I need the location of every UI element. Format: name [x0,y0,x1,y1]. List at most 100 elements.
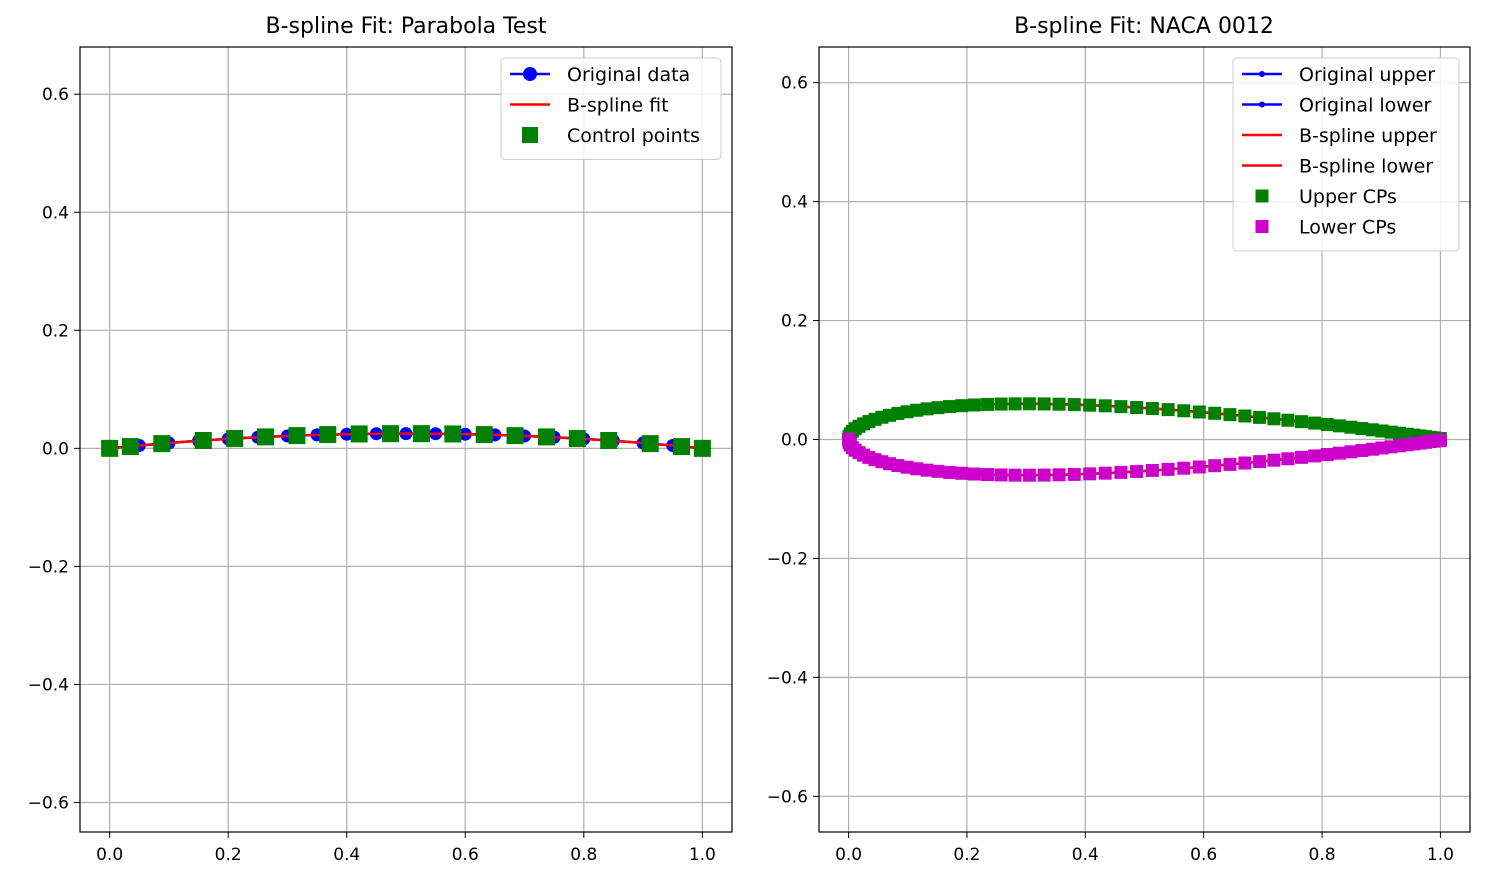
naca-series-lower-cps-point [1320,448,1334,462]
naca-series-upper-cps-point [1223,408,1237,422]
parabola-ytick-label: −0.4 [28,675,69,695]
naca-xtick-label: 0.6 [1190,845,1217,865]
naca-series-upper-cps-point [1267,412,1281,426]
naca-series-upper-cps-point [1332,419,1346,433]
parabola-series-control-points-point [568,430,586,448]
parabola-xtick-label: 0.2 [215,845,242,865]
naca-series-lower-cps-point [1208,459,1222,473]
naca-series-upper-cps-point [1145,402,1159,416]
naca-series-upper-cps-point [920,402,934,416]
naca-series-upper-cps-point [1052,397,1066,411]
parabola-ytick-label: 0.4 [42,203,69,223]
naca-series-upper-cps-point [1083,398,1097,412]
naca-series-upper-cps-point [981,397,995,411]
naca-series-upper-cps-point [1192,405,1206,419]
naca-series-lower-cps-point [1223,457,1237,471]
naca-ytick-label: −0.4 [767,668,808,688]
parabola-series-control-points-point [641,435,659,453]
naca-xtick-label: 1.0 [1427,845,1454,865]
parabola-legend-swatch-marker [523,67,537,81]
naca-xtick-label: 0.2 [953,845,980,865]
naca-series-lower-cps-point [1294,450,1308,464]
naca-series-lower-cps-point [943,465,957,479]
naca-legend-label: Upper CPs [1299,186,1397,208]
naca-series-upper-cps-point [1161,403,1175,417]
naca-series-lower-cps-point [1145,463,1159,477]
naca-chart-title: B-spline Fit: NACA 0012 [1014,14,1274,39]
naca-series-lower-cps-point [1355,443,1369,457]
naca-series-upper-cps-point [910,403,924,417]
parabola-series-control-points-point [153,435,171,453]
naca-series-lower-cps-point [1008,468,1022,482]
naca-series-lower-cps-point [1253,455,1267,469]
parabola-panel: B-spline Fit: Parabola Test 0.0 0.2 0.4 0.6… [28,14,733,865]
parabola-series-control-points-point [350,425,368,443]
naca-legend-label: B-spline lower [1299,156,1433,178]
naca-series-lower-cps-point [955,466,969,480]
naca-series-lower-cps-point [1098,466,1112,480]
parabola-series-control-points-point [444,425,462,443]
naca-series-upper-cps-point [967,398,981,412]
naca-series-lower-cps-point [967,467,981,481]
naca-xtick-label: 0.8 [1309,845,1336,865]
parabola-xtick-label: 0.4 [333,845,360,865]
naca-series-upper-cps-point [1022,397,1036,411]
naca-legend-swatch-marker [1255,189,1269,203]
naca-series-upper-cps-point [1320,417,1334,431]
parabola-series-control-points-point [382,425,400,443]
naca-xtick-label: 0.0 [835,845,862,865]
parabola-series-control-points-point [693,439,711,457]
naca-series-lower-cps-point [1332,446,1346,460]
naca-series-lower-cps-point [1344,445,1358,459]
naca-series-upper-cps-point [1037,397,1051,411]
naca-series-lower-cps-point [1161,462,1175,476]
naca-legend-label: B-spline upper [1299,125,1437,147]
parabola-xtick-label: 0.6 [452,845,479,865]
parabola-legend-label: Original data [567,64,690,86]
naca-series-upper-cps-point [1177,404,1191,418]
naca-series-lower-cps-point [1083,467,1097,481]
parabola-xtick-label: 0.8 [570,845,597,865]
naca-legend-label: Original lower [1299,95,1432,117]
parabola-series-control-points-point [226,430,244,448]
naca-series-upper-cps-point [955,399,969,413]
parabola-series-control-points-point [506,427,524,445]
parabola-series-control-points-point [194,432,212,450]
parabola-legend-label: Control points [567,125,700,147]
naca-series-upper-cps-point [1355,422,1369,436]
naca-legend-swatch-marker [1255,220,1269,233]
naca-series-upper-cps-point [1294,415,1308,429]
parabola-axes-frame [79,46,733,833]
naca-series-lower-cps-point [1114,465,1128,479]
naca-series-lower-cps-point [1238,456,1252,470]
parabola-ytick-label: 0.6 [42,85,69,105]
parabola-series-control-points-point [288,427,306,445]
naca-legend: Original upper Original lower B-spline upp… [1232,57,1460,252]
naca-series-lower-cps-point [931,464,945,478]
naca-series-lower-cps-point [1308,449,1322,463]
parabola-ytick-label: 0.0 [42,439,69,459]
naca-series-upper-cps-point [1238,409,1252,423]
parabola-series-control-points-point [475,426,493,444]
naca-series-lower-cps-point [1267,453,1281,467]
naca-series-upper-cps-point [1008,397,1022,411]
naca-series-upper-cps-point [1344,420,1358,434]
naca-series-lower-cps-point [1037,468,1051,482]
parabola-chart-title: B-spline Fit: Parabola Test [266,14,547,39]
parabola-xtick-label: 0.0 [96,845,123,865]
parabola-series-control-points-point [600,432,618,450]
naca-ytick-label: 0.6 [781,74,808,94]
naca-series-lower-cps-point [1281,452,1295,466]
naca-series-lower-cps-point [1433,433,1447,447]
naca-ytick-label: −0.6 [767,787,808,807]
parabola-series-control-points-point [673,438,691,456]
parabola-ytick-label: 0.2 [42,321,69,341]
naca-plot-area [842,397,1447,482]
naca-ytick-label: 0.4 [781,193,808,213]
parabola-legend: Original data B-spline fit Control points [500,57,722,160]
naca-ytick-label: 0.0 [781,431,808,451]
parabola-xtick-label: 1.0 [689,845,716,865]
naca-series-upper-cps-point [1208,406,1222,420]
naca-series-upper-cps-point [1130,401,1144,415]
